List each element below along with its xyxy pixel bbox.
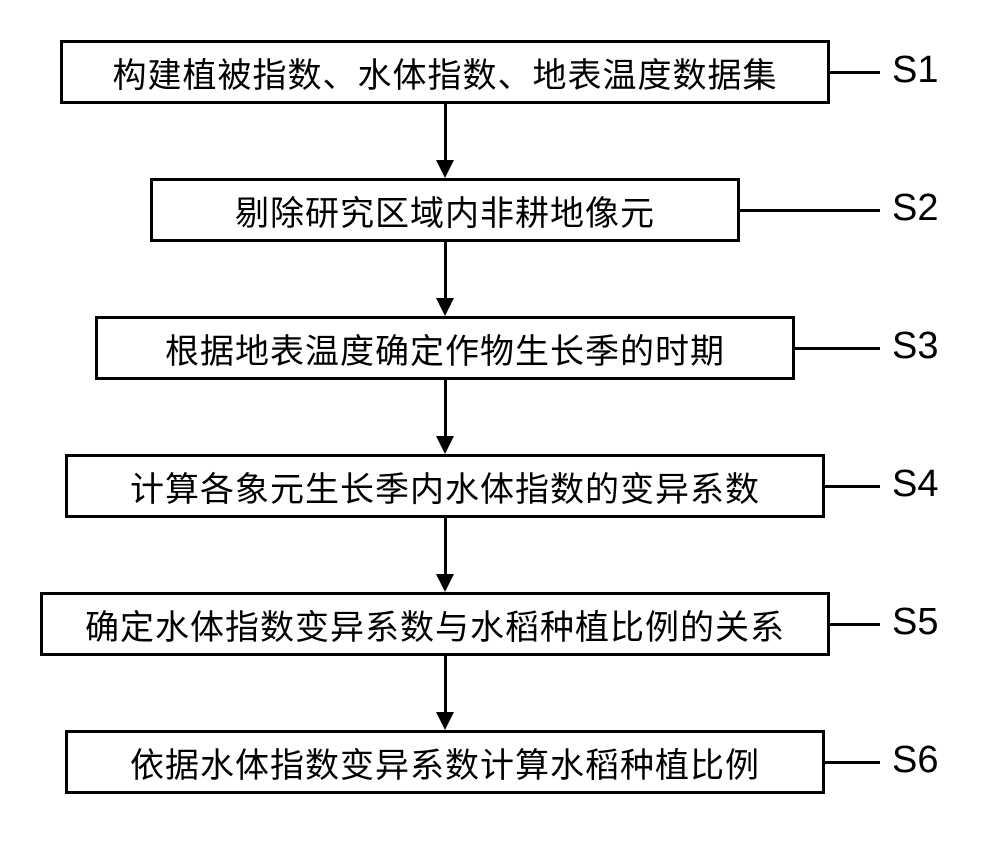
arrow-line-s3: [444, 380, 447, 438]
step-box-s6: 依据水体指数变异系数计算水稻种植比例: [65, 730, 825, 794]
flowchart-canvas: 构建植被指数、水体指数、地表温度数据集 S1 剔除研究区域内非耕地像元 S2 根据地表温…: [0, 0, 1000, 854]
tick-s4: [825, 485, 880, 488]
step-box-s4: 计算各象元生长季内水体指数的变异系数: [65, 454, 825, 518]
step-text-s5: 确定水体指数变异系数与水稻种植比例的关系: [85, 600, 785, 649]
step-box-s2: 剔除研究区域内非耕地像元: [150, 178, 740, 242]
step-label-s5: S5: [892, 601, 938, 644]
arrow-head-s5: [436, 712, 454, 730]
step-text-s4: 计算各象元生长季内水体指数的变异系数: [130, 462, 760, 511]
step-label-s1: S1: [892, 49, 938, 92]
step-text-s2: 剔除研究区域内非耕地像元: [235, 186, 655, 235]
arrow-line-s5: [444, 656, 447, 714]
step-text-s3: 根据地表温度确定作物生长季的时期: [165, 324, 725, 373]
tick-s2: [740, 209, 880, 212]
tick-s5: [830, 623, 880, 626]
tick-s3: [795, 347, 880, 350]
step-label-s6: S6: [892, 739, 938, 782]
tick-s6: [825, 761, 880, 764]
arrow-line-s1: [444, 104, 447, 162]
arrow-line-s2: [444, 242, 447, 300]
step-label-s3: S3: [892, 325, 938, 368]
arrow-head-s3: [436, 436, 454, 454]
step-box-s3: 根据地表温度确定作物生长季的时期: [95, 316, 795, 380]
arrow-head-s4: [436, 574, 454, 592]
step-box-s1: 构建植被指数、水体指数、地表温度数据集: [60, 40, 830, 104]
step-box-s5: 确定水体指数变异系数与水稻种植比例的关系: [40, 592, 830, 656]
tick-s1: [830, 71, 880, 74]
step-label-s2: S2: [892, 187, 938, 230]
arrow-head-s2: [436, 298, 454, 316]
step-text-s6: 依据水体指数变异系数计算水稻种植比例: [130, 738, 760, 787]
step-text-s1: 构建植被指数、水体指数、地表温度数据集: [113, 48, 778, 97]
step-label-s4: S4: [892, 463, 938, 506]
arrow-head-s1: [436, 160, 454, 178]
arrow-line-s4: [444, 518, 447, 576]
